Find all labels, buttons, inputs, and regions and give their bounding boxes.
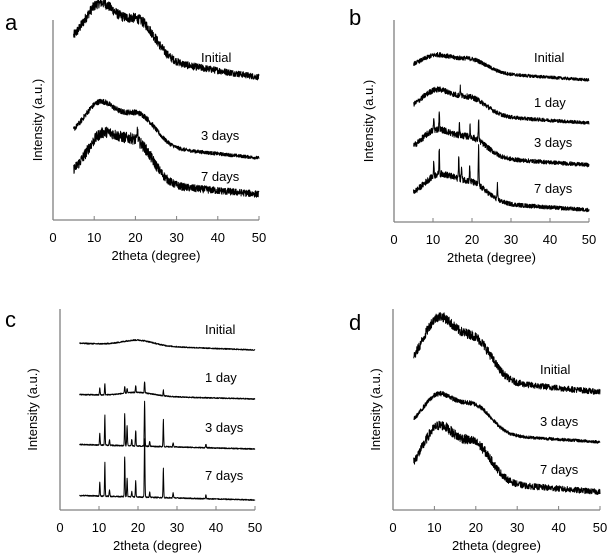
series-3-days-trace	[413, 111, 590, 168]
x-axis-title: 2theta (degree)	[113, 538, 202, 553]
panel-d: d 0 10 20 30 40 50 2theta (degree) Intensity (a.…	[349, 309, 607, 553]
x-tick-label: 0	[390, 232, 397, 247]
series-label: 7 days	[534, 181, 573, 196]
y-axis-title: Intensity (a.u.)	[361, 80, 376, 162]
panel-b: b 0 10 20 30 40 50 2theta (degree) Intensity (a.…	[349, 5, 596, 265]
x-tick-label: 40	[211, 230, 225, 245]
x-tick-label: 30	[170, 520, 184, 535]
series-label: Initial	[540, 362, 570, 377]
x-tick-label: 0	[389, 520, 396, 535]
series-label: 7 days	[540, 462, 579, 477]
series-label: 1 day	[534, 95, 566, 110]
x-tick-label: 0	[49, 230, 56, 245]
panel-label: b	[349, 5, 361, 30]
series-7-days-trace	[79, 438, 256, 501]
series-label: 7 days	[205, 468, 244, 483]
series-initial-trace	[79, 339, 256, 351]
x-tick-label: 50	[593, 520, 607, 535]
x-tick-label: 20	[469, 520, 483, 535]
series-label: Initial	[534, 50, 564, 65]
series-3-days-trace	[413, 390, 601, 444]
series-initial-trace	[413, 312, 601, 395]
series-initial-trace	[73, 0, 260, 81]
x-tick-label: 40	[209, 520, 223, 535]
series-label: 3 days	[201, 128, 240, 143]
x-tick-label: 30	[504, 232, 518, 247]
series-label: Initial	[205, 322, 235, 337]
x-tick-label: 30	[510, 520, 524, 535]
series-1-day-trace	[79, 381, 256, 400]
series-label: 1 day	[205, 370, 237, 385]
panel-label: c	[5, 307, 16, 332]
series-label: 3 days	[534, 135, 573, 150]
x-tick-label: 10	[426, 232, 440, 247]
panel-a: a 0 10 20 30 40 50 2theta (degree) Intensity (a.…	[5, 0, 266, 263]
series-1-day-trace	[413, 84, 590, 125]
y-axis-title: Intensity (a.u.)	[368, 368, 383, 450]
y-axis-title: Intensity (a.u.)	[25, 368, 40, 450]
x-tick-label: 30	[169, 230, 183, 245]
series-initial-trace	[413, 52, 590, 82]
x-tick-label: 10	[427, 520, 441, 535]
x-tick-label: 50	[582, 232, 596, 247]
x-tick-label: 50	[248, 520, 262, 535]
series-3-days-trace	[79, 400, 256, 450]
x-tick-label: 10	[92, 520, 106, 535]
x-tick-label: 20	[128, 230, 142, 245]
x-axis-title: 2theta (degree)	[452, 538, 541, 553]
x-tick-label: 40	[551, 520, 565, 535]
x-tick-label: 40	[543, 232, 557, 247]
series-label: 3 days	[540, 414, 579, 429]
y-axis-title: Intensity (a.u.)	[30, 79, 45, 161]
series-3-days-trace	[73, 98, 260, 160]
series-7-days-trace	[413, 420, 601, 495]
series-label: 3 days	[205, 420, 244, 435]
series-7-days-trace	[73, 126, 260, 198]
x-tick-label: 20	[131, 520, 145, 535]
series-label: 7 days	[201, 169, 240, 184]
panel-label: a	[5, 10, 18, 35]
x-tick-label: 20	[465, 232, 479, 247]
x-tick-label: 0	[56, 520, 63, 535]
series-label: Initial	[201, 50, 231, 65]
x-tick-label: 50	[252, 230, 266, 245]
panel-c: c 0 10 20 30 40 50 2theta (degree) Intensity (a.…	[5, 307, 262, 553]
series-7-days-trace	[413, 144, 590, 213]
x-tick-label: 10	[87, 230, 101, 245]
x-axis-title: 2theta (degree)	[447, 250, 536, 265]
x-axis-title: 2theta (degree)	[112, 248, 201, 263]
panel-label: d	[349, 310, 361, 335]
